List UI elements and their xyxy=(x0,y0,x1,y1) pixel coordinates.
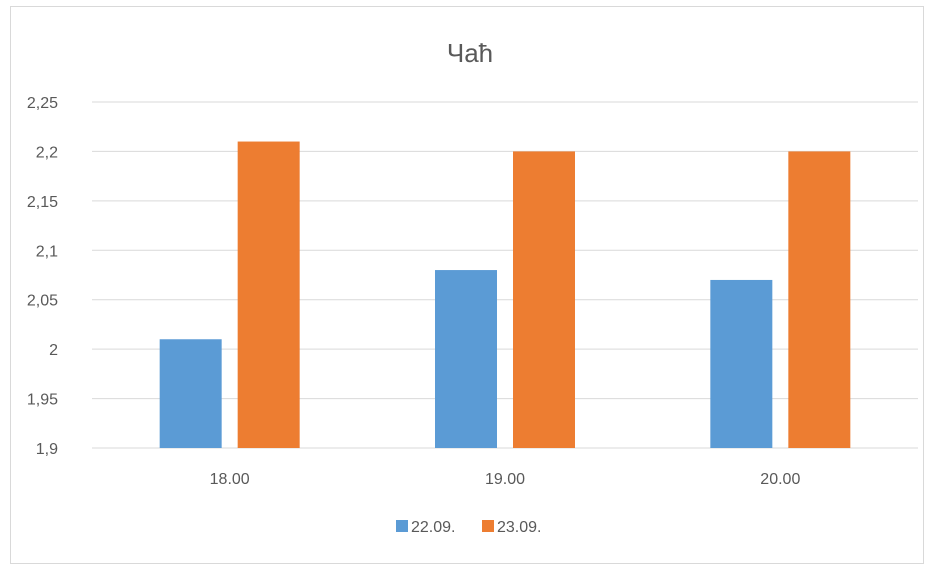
y-tick-label: 2,05 xyxy=(27,293,58,310)
legend-label: 22.09. xyxy=(411,519,455,536)
bar-18.00-22.09. xyxy=(159,339,222,448)
x-tick-label: 19.00 xyxy=(485,471,525,488)
legend-label: 23.09. xyxy=(497,519,541,536)
bar-20.00-22.09. xyxy=(710,279,773,448)
y-tick-label: 1,95 xyxy=(27,392,58,409)
gridlines xyxy=(92,101,918,449)
y-tick-label: 2 xyxy=(49,342,58,359)
x-axis-ticks: 18.00 19.00 20.00 xyxy=(210,471,801,488)
bar-19.00-22.09. xyxy=(435,270,497,448)
legend: 22.09. 23.09. xyxy=(396,519,541,536)
x-tick-label: 20.00 xyxy=(760,471,800,488)
chart-title: Чаћ xyxy=(447,38,493,68)
bar-20.00-23.09. xyxy=(788,151,851,448)
bars xyxy=(159,141,851,449)
y-tick-label: 2,25 xyxy=(27,95,58,112)
x-tick-label: 18.00 xyxy=(210,471,250,488)
legend-swatch xyxy=(396,520,408,532)
bar-18.00-23.09. xyxy=(237,141,300,449)
y-tick-label: 2,15 xyxy=(27,194,58,211)
bar-19.00-23.09. xyxy=(513,151,575,448)
y-axis-ticks: 1,9 1,95 2 2,05 2,1 2,15 2,2 2,25 xyxy=(27,95,58,458)
y-tick-label: 2,2 xyxy=(36,144,58,161)
legend-swatch xyxy=(482,520,494,532)
y-tick-label: 1,9 xyxy=(36,441,58,458)
y-tick-label: 2,1 xyxy=(36,243,58,260)
